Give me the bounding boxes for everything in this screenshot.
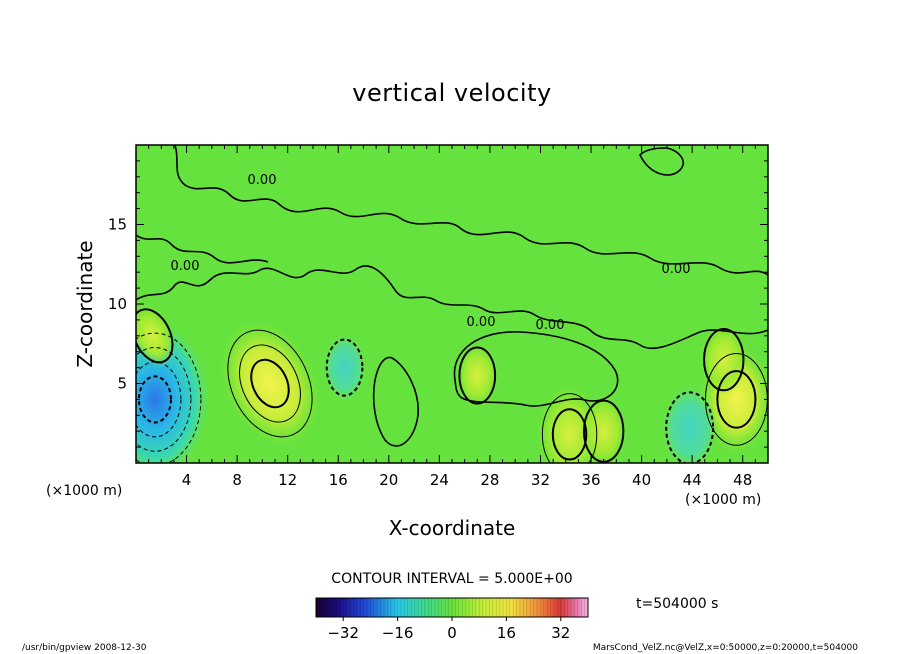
positive-contour: [703, 328, 745, 392]
zero-contour: [136, 265, 768, 350]
positive-contour: [239, 344, 301, 423]
x-tick-label: 24: [430, 471, 449, 489]
footer-left: /usr/bin/gpview 2008-12-30: [22, 643, 147, 653]
negative-contour: [136, 347, 192, 452]
contour-label: 0.00: [467, 315, 496, 330]
velocity-feature: [580, 395, 627, 463]
positive-contour: [541, 393, 598, 463]
contour-interval-text: CONTOUR INTERVAL = 5.000E+00: [331, 571, 572, 587]
x-tick-label: 8: [232, 471, 242, 489]
x-axis-label: X-coordinate: [389, 516, 516, 540]
zero-contour: [174, 145, 768, 276]
colorbar-tick-label: −16: [382, 624, 414, 642]
contour-label: 0.00: [536, 318, 565, 333]
time-label: t=504000 s: [636, 596, 718, 612]
y-tick-label: 15: [108, 216, 127, 234]
colorbar-fill: [316, 598, 588, 617]
contour-label: 0.00: [248, 173, 277, 188]
velocity-feature: [456, 342, 499, 409]
zero-contour: [453, 331, 619, 407]
footer-right: MarsCond_VelZ.nc@VelZ,x=0:50000,z=0:2000…: [593, 643, 858, 653]
velocity-feature: [323, 334, 366, 401]
x-tick-label: 4: [182, 471, 192, 489]
x-tick-label: 28: [480, 471, 499, 489]
zero-contour: [372, 356, 419, 447]
positive-contour: [250, 358, 290, 409]
contour-label: 0.00: [171, 259, 200, 274]
x-axis: 4 8 12 16 20 24 28 32 36 40 44 48: [148, 145, 756, 489]
zero-contour: [639, 147, 685, 176]
colorbar-tick-label: 32: [551, 624, 570, 642]
zero-contour: [136, 234, 269, 264]
negative-contour: [137, 375, 172, 424]
x-unit-left: (×1000 m): [46, 483, 122, 499]
x-unit-right: (×1000 m): [685, 492, 761, 508]
positive-contour: [551, 408, 588, 461]
negative-contour: [665, 391, 715, 463]
negative-contour: [325, 338, 364, 397]
negative-contour: [136, 332, 202, 463]
positive-contour: [458, 346, 497, 405]
y-tick-label: 5: [117, 375, 127, 393]
y-axis: 5 10 15: [108, 160, 768, 448]
x-tick-label: 44: [683, 471, 702, 489]
x-tick-label: 40: [632, 471, 651, 489]
x-tick-label: 12: [278, 471, 297, 489]
y-tick-label: 10: [108, 295, 127, 313]
y-axis-label: Z-coordinate: [73, 240, 97, 367]
contour-label: 0.00: [662, 262, 691, 277]
x-tick-label: 48: [733, 471, 752, 489]
colorbar-tick-label: 16: [497, 624, 516, 642]
x-tick-label: 16: [329, 471, 348, 489]
positive-contour: [716, 370, 757, 429]
positive-contour: [227, 329, 313, 438]
colorbar: −32 −16 0 16 32: [315, 597, 589, 642]
colorbar-tick-label: −32: [327, 624, 359, 642]
velocity-feature: [220, 320, 320, 447]
velocity-feature: [700, 323, 747, 396]
x-tick-label: 32: [531, 471, 550, 489]
x-tick-label: 20: [379, 471, 398, 489]
colorbar-tick-label: 0: [447, 624, 457, 642]
plot-area: 0.00 0.00 0.00 0.00 0.00: [136, 145, 768, 463]
x-tick-label: 36: [581, 471, 600, 489]
chart-title: vertical velocity: [352, 79, 551, 107]
velocity-feature: [662, 386, 718, 463]
